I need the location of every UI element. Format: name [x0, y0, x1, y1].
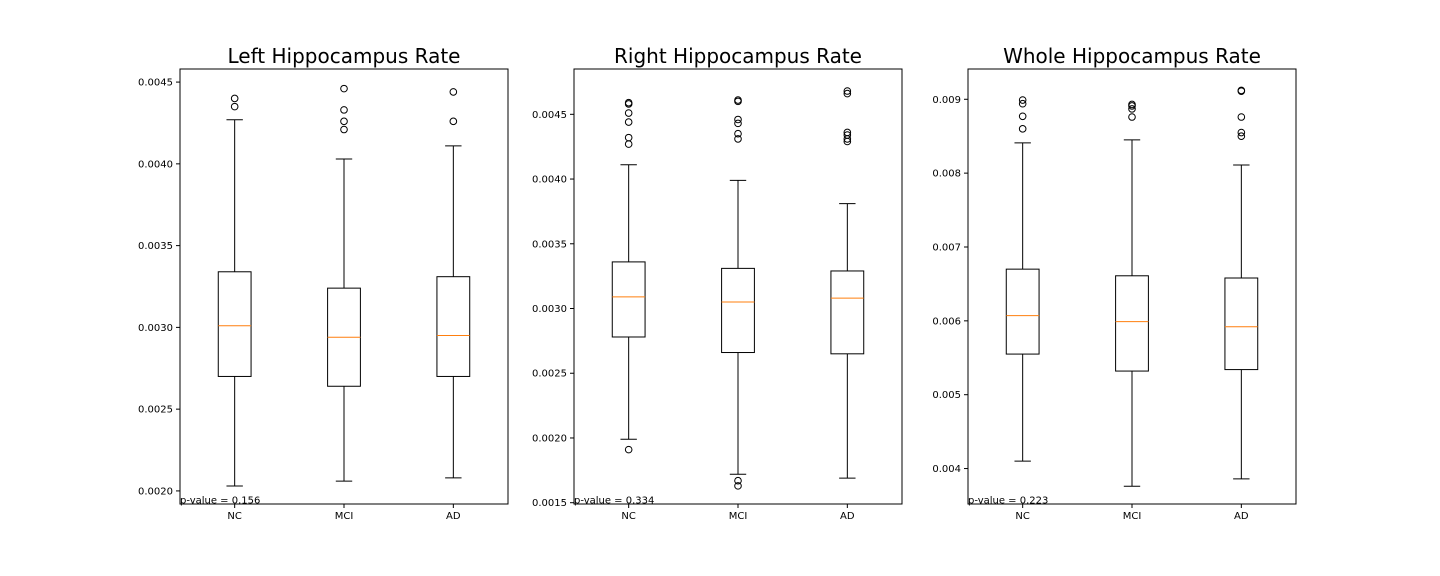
p-value-annotation: p-value = 0.223 — [968, 496, 1048, 507]
y-tick-label: 0.0045 — [532, 110, 567, 121]
chart-title: Left Hippocampus Rate — [228, 44, 461, 68]
y-tick-label: 0.0040 — [532, 175, 567, 186]
box-iqr — [611, 261, 646, 338]
x-tick-label: NC — [227, 511, 241, 522]
outlier-point — [624, 109, 633, 117]
y-tick-label: 0.0040 — [138, 159, 173, 170]
outlier-point — [230, 94, 239, 103]
box-iqr — [217, 271, 252, 377]
outlier-point — [843, 128, 852, 137]
chart-title: Whole Hippocampus Rate — [1003, 44, 1261, 68]
box-ad — [436, 88, 471, 479]
x-tick-label: NC — [1015, 511, 1029, 522]
x-tick-label: MCI — [1123, 511, 1142, 522]
y-tick-label: 0.006 — [932, 316, 961, 327]
box-mci — [1115, 100, 1149, 487]
chart-panel-1: Left Hippocampus Rate 0.0020 0.0025 0.0030 0… — [138, 44, 509, 522]
outlier-point — [843, 89, 852, 98]
chart-title: Right Hippocampus Rate — [614, 44, 862, 68]
outlier-point — [624, 445, 633, 454]
outlier-point — [624, 98, 633, 107]
axes-frame — [967, 68, 1297, 505]
outlier-point — [1018, 99, 1027, 108]
y-tick-label: 0.0020 — [532, 433, 567, 444]
x-tick-label: AD — [840, 511, 855, 522]
x-tick-label: AD — [446, 511, 461, 522]
chart-panel-3: Whole Hippocampus Rate 0.004 0.005 0.006 0.0… — [932, 44, 1297, 522]
box-nc — [217, 94, 252, 487]
box-iqr — [436, 276, 471, 377]
outlier-point — [1237, 128, 1246, 137]
y-tick-label: 0.0030 — [138, 323, 173, 334]
y-tick-label: 0.004 — [932, 464, 961, 475]
box-iqr — [721, 267, 755, 354]
axes-frame — [179, 68, 509, 505]
outlier-point — [734, 135, 742, 143]
chart-panel-2: Right Hippocampus Rate 0.0015 0.0020 0.0025… — [532, 44, 903, 522]
box-iqr — [1224, 277, 1259, 371]
outlier-point — [734, 129, 742, 138]
box-iqr — [1005, 268, 1040, 355]
outlier-point — [624, 133, 633, 142]
outlier-point — [734, 476, 742, 485]
outlier-point — [340, 117, 348, 126]
outlier-point — [340, 84, 348, 93]
box-ad — [830, 87, 865, 479]
outlier-point — [734, 96, 742, 104]
outlier-point — [1128, 100, 1136, 109]
axes-frame — [573, 68, 903, 505]
outlier-point — [449, 117, 458, 126]
outlier-point — [1018, 125, 1027, 133]
y-tick-label: 0.0045 — [138, 78, 173, 89]
x-tick-label: AD — [1234, 511, 1249, 522]
x-tick-label: MCI — [335, 511, 354, 522]
box-nc — [1005, 96, 1040, 462]
y-tick-label: 0.008 — [932, 169, 961, 180]
y-tick-label: 0.0035 — [532, 239, 567, 250]
box-nc — [611, 98, 646, 454]
y-tick-label: 0.0020 — [138, 486, 173, 497]
y-tick-label: 0.009 — [932, 95, 961, 106]
outlier-point — [449, 88, 458, 96]
box-mci — [721, 96, 755, 490]
box-iqr — [1115, 275, 1149, 372]
outlier-point — [1018, 112, 1027, 121]
x-tick-label: MCI — [729, 511, 748, 522]
outlier-point — [1128, 105, 1136, 113]
outlier-point — [843, 87, 852, 95]
outlier-point — [340, 125, 348, 134]
y-tick-label: 0.0025 — [138, 405, 173, 416]
y-tick-label: 0.0035 — [138, 241, 173, 252]
x-tick-label: NC — [621, 511, 635, 522]
y-tick-label: 0.0025 — [532, 369, 567, 380]
y-tick-label: 0.0015 — [532, 498, 567, 509]
outlier-point — [340, 106, 348, 114]
outlier-point — [1237, 113, 1246, 121]
outlier-point — [1018, 96, 1027, 104]
y-tick-label: 0.0030 — [532, 304, 567, 315]
box-ad — [1224, 86, 1259, 480]
y-tick-label: 0.005 — [932, 390, 961, 401]
outlier-point — [230, 102, 239, 111]
p-value-annotation: p-value = 0.156 — [180, 496, 260, 507]
outlier-point — [624, 140, 633, 148]
outlier-point — [1128, 113, 1136, 121]
box-iqr — [830, 270, 865, 355]
outlier-point — [843, 131, 852, 139]
p-value-annotation: p-value = 0.334 — [574, 496, 654, 507]
box-mci — [327, 84, 361, 482]
outlier-point — [734, 482, 742, 490]
outlier-point — [1237, 86, 1246, 95]
outlier-point — [734, 115, 742, 124]
y-tick-label: 0.007 — [932, 242, 961, 253]
outlier-point — [1237, 132, 1246, 141]
outlier-point — [734, 119, 742, 128]
outlier-point — [624, 118, 633, 126]
